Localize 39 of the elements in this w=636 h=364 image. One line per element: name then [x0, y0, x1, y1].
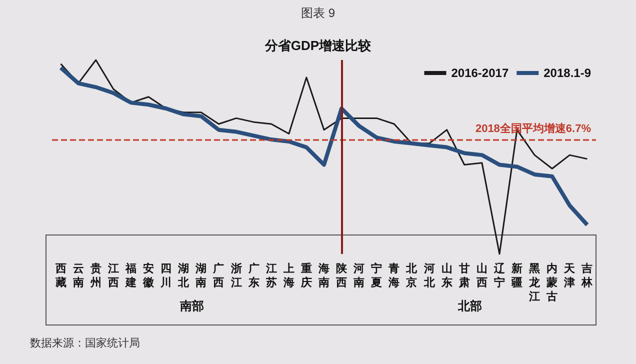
x-tick-label: 重庆: [300, 262, 312, 289]
x-tick-label: 河北: [422, 262, 436, 289]
x-tick-label: 福建: [124, 262, 136, 289]
x-tick-label: 山东: [440, 262, 452, 289]
x-tick-label: 湖南: [194, 262, 207, 289]
x-tick-label: 广东: [247, 262, 260, 289]
chart-subtitle: 分省GDP增速比较: [264, 38, 372, 53]
x-tick-label: 河南: [352, 262, 365, 289]
x-tick-label: 新疆: [510, 262, 523, 289]
text: 南部: [179, 299, 204, 313]
x-tick-label: 北京: [405, 262, 418, 289]
legend-label: 2016-2017: [451, 66, 509, 80]
x-tick-label: 青海: [388, 262, 400, 289]
x-tick-label: 陕西: [335, 262, 348, 289]
x-tick-label: 黑龙江: [528, 263, 542, 303]
x-tick-label: 西藏: [54, 263, 66, 289]
x-tick-label: 海南: [318, 262, 330, 289]
x-tick-label: 安徽: [142, 262, 156, 289]
x-tick-label: 天津: [563, 263, 576, 289]
text: 北部: [457, 299, 482, 313]
x-tick-label: 江西: [106, 262, 119, 289]
x-tick-label: 云南: [72, 263, 84, 289]
chart-title: 图表 9: [300, 6, 336, 20]
x-tick-label: 甘肃: [458, 262, 470, 289]
x-tick-label: 辽宁: [492, 262, 506, 289]
x-tick-label: 湖北: [177, 262, 190, 289]
x-tick-label: 山西: [475, 262, 488, 289]
x-tick-label: 上海: [282, 262, 294, 289]
x-tick-label: 宁夏: [370, 262, 382, 289]
ref-line-label: 2018全国平均增速6.7%: [475, 122, 592, 136]
x-tick-label: 吉林: [580, 262, 594, 289]
legend-label: 2018.1-9: [544, 66, 592, 80]
x-tick-label: 浙江: [230, 262, 242, 289]
x-tick-label: 江苏: [264, 262, 277, 289]
x-tick-label: 贵州: [89, 262, 102, 289]
x-tick-label: 内蒙古: [546, 262, 558, 303]
source-note: 数据来源：国家统计局: [30, 336, 140, 350]
x-tick-label: 广西: [212, 262, 224, 289]
x-tick-label: 四川: [160, 263, 172, 289]
